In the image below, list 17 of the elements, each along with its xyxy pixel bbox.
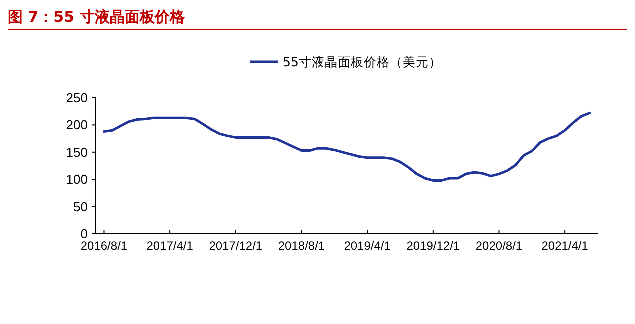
x-tick-label: 2018/8/1 bbox=[278, 239, 326, 253]
x-tick-label: 2017/12/1 bbox=[209, 239, 263, 253]
x-tick-label: 2021/4/1 bbox=[542, 239, 589, 253]
legend-label: 55寸液晶面板价格（美元） bbox=[283, 54, 442, 70]
x-tick-label: 2019/12/1 bbox=[406, 239, 460, 253]
chart-title: 图 7：55 寸液晶面板价格 bbox=[8, 8, 186, 26]
y-tick-label: 100 bbox=[66, 172, 88, 188]
y-tick-label: 250 bbox=[66, 90, 88, 106]
x-tick-label: 2020/8/1 bbox=[476, 239, 523, 253]
x-tick-label: 2019/4/1 bbox=[344, 239, 392, 253]
y-tick-label: 50 bbox=[74, 199, 88, 214]
legend: 55寸液晶面板价格（美元） bbox=[250, 54, 442, 70]
y-tick-label: 0 bbox=[80, 226, 88, 242]
x-tick-label: 2016/8/1 bbox=[80, 239, 128, 253]
y-tick-label: 200 bbox=[66, 118, 88, 133]
y-tick-label: 150 bbox=[66, 144, 88, 160]
x-tick-label: 2017/4/1 bbox=[146, 239, 194, 253]
